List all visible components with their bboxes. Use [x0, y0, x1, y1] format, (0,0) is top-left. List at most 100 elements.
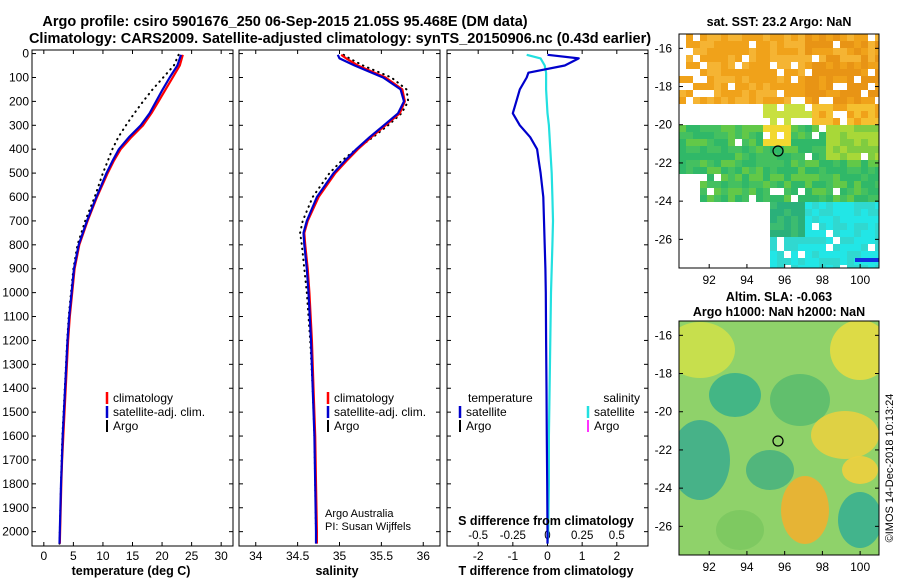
- sst-pixel: [791, 41, 798, 48]
- sst-pixel: [805, 34, 812, 41]
- sst-pixel: [805, 83, 812, 90]
- sst-pixel: [791, 139, 798, 146]
- sst-pixel: [728, 181, 735, 188]
- sst-pixel: [763, 125, 770, 132]
- sst-pixel: [770, 167, 777, 174]
- legend-title-temperature: temperature: [468, 391, 533, 405]
- map-lat-tick-label: -16: [655, 328, 673, 342]
- sst-pixel: [812, 146, 819, 153]
- sst-pixel: [812, 97, 819, 104]
- sst-pixel: [791, 83, 798, 90]
- x-tick-label: 34.5: [286, 549, 310, 563]
- sst-pixel: [784, 216, 791, 223]
- sst-pixel: [763, 174, 770, 181]
- sst-pixel: [756, 160, 763, 167]
- sst-pixel: [861, 83, 868, 90]
- x-tick-label: 34: [249, 549, 263, 563]
- sst-pixel: [735, 69, 742, 76]
- sst-pixel: [756, 132, 763, 139]
- sst-pixel: [875, 48, 879, 55]
- sst-pixel: [735, 34, 742, 41]
- sst-pixel: [875, 216, 879, 223]
- sst-pixel: [840, 104, 847, 111]
- salinity-x-axis: 34 34.5 35 35.5 36: [249, 50, 430, 563]
- sst-pixel: [833, 265, 840, 268]
- tdiff-x-axis: -2 -1 0 1 2: [473, 50, 620, 563]
- sst-pixel: [763, 90, 770, 97]
- sst-pixel: [868, 132, 875, 139]
- sst-pixel: [735, 90, 742, 97]
- sst-pixel: [812, 139, 819, 146]
- sst-pixel: [840, 41, 847, 48]
- sst-pixel: [826, 209, 833, 216]
- sst-pixel: [840, 237, 847, 244]
- sst-pixel: [700, 139, 707, 146]
- sst-pixel: [868, 237, 875, 244]
- sst-pixel: [791, 209, 798, 216]
- sst-pixel: [819, 216, 826, 223]
- sst-pixel: [679, 160, 686, 167]
- map-lon-tick-label: 94: [740, 560, 754, 574]
- sst-pixel: [791, 230, 798, 237]
- sst-pixel: [714, 55, 721, 62]
- sst-pixel: [840, 160, 847, 167]
- sst-pixel: [833, 125, 840, 132]
- sst-pixel: [686, 90, 693, 97]
- sst-pixel: [756, 34, 763, 41]
- sst-pixel: [721, 97, 728, 104]
- map-lon-tick-label: 100: [850, 560, 870, 574]
- x-tick-label: 10: [96, 549, 110, 563]
- sst-pixel: [784, 139, 791, 146]
- sst-pixel: [854, 90, 861, 97]
- annotation-argo-australia: Argo Australia: [325, 508, 394, 520]
- x-tick-label: 0: [544, 549, 551, 563]
- sst-pixel: [735, 174, 742, 181]
- sst-pixel: [819, 62, 826, 69]
- sst-pixel: [791, 55, 798, 62]
- sst-pixel: [875, 104, 879, 111]
- sst-pixel: [749, 34, 756, 41]
- sla-field-blob: [811, 411, 879, 459]
- sst-pixel: [770, 216, 777, 223]
- sst-pixel: [721, 139, 728, 146]
- sst-pixel: [742, 139, 749, 146]
- sst-pixel: [714, 132, 721, 139]
- sst-pixel: [798, 265, 805, 268]
- sla-map-axes: -16 -18 -20 -22 -24 -26 92 94 96 98 100: [655, 328, 879, 574]
- sst-pixel: [784, 202, 791, 209]
- sst-pixel: [826, 258, 833, 265]
- sst-pixel: [861, 139, 868, 146]
- sst-pixel: [714, 188, 721, 195]
- sst-pixel: [861, 48, 868, 55]
- legend-label-argo: Argo: [113, 419, 139, 433]
- sst-pixel: [840, 195, 847, 202]
- map-lon-tick-label: 98: [816, 273, 830, 287]
- sst-pixel: [819, 237, 826, 244]
- sst-pixel: [819, 83, 826, 90]
- sst-pixel: [707, 181, 714, 188]
- sst-pixel: [770, 34, 777, 41]
- sst-pixel: [728, 97, 735, 104]
- sst-pixel: [833, 132, 840, 139]
- sst-pixel: [714, 181, 721, 188]
- sst-pixel: [798, 111, 805, 118]
- sst-pixel: [749, 188, 756, 195]
- sst-pixel: [840, 223, 847, 230]
- sst-pixel: [735, 55, 742, 62]
- sst-pixel: [742, 146, 749, 153]
- sst-pixel: [826, 265, 833, 268]
- sst-pixel: [770, 174, 777, 181]
- sst-pixel: [763, 167, 770, 174]
- sst-pixel: [826, 188, 833, 195]
- sst-pixel: [749, 132, 756, 139]
- sst-pixel: [756, 181, 763, 188]
- depth-tick-label: 1500: [2, 405, 29, 419]
- sst-pixel: [868, 146, 875, 153]
- sst-pixel: [679, 167, 686, 174]
- sst-pixel: [791, 202, 798, 209]
- map-lon-tick-label: 96: [778, 560, 792, 574]
- sst-pixel: [798, 181, 805, 188]
- sst-pixel: [770, 202, 777, 209]
- sst-pixel: [812, 202, 819, 209]
- sst-pixel: [791, 237, 798, 244]
